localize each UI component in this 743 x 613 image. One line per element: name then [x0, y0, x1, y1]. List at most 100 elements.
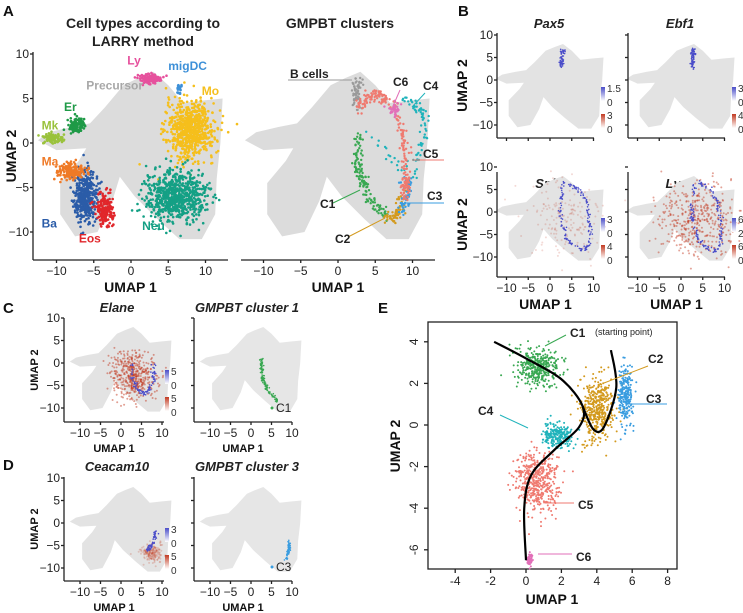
data-point — [150, 211, 153, 214]
colorbar-label: 3 — [738, 84, 743, 95]
data-point — [211, 201, 215, 204]
data-point — [405, 129, 408, 132]
colorbar-label: 0 — [607, 256, 613, 267]
data-point — [405, 96, 408, 99]
data-point — [572, 222, 575, 224]
data-point — [178, 174, 182, 178]
data-point — [190, 169, 193, 172]
data-point — [560, 57, 563, 59]
data-point — [192, 206, 196, 210]
data-point — [691, 205, 694, 207]
data-point — [192, 138, 195, 141]
data-point — [415, 153, 418, 157]
data-point — [719, 245, 721, 247]
data-point — [147, 191, 150, 195]
data-point — [689, 219, 692, 222]
data-point — [197, 115, 200, 118]
data-point — [589, 224, 591, 227]
data-point — [575, 186, 577, 189]
data-point — [132, 385, 135, 388]
data-point — [691, 217, 694, 219]
data-point — [220, 128, 223, 132]
data-point — [181, 124, 185, 128]
data-point — [665, 204, 667, 207]
data-point — [177, 215, 181, 219]
data-point — [402, 213, 405, 217]
data-point — [691, 56, 693, 58]
data-point — [687, 200, 690, 203]
data-point — [373, 197, 376, 200]
data-point — [402, 203, 406, 206]
data-point — [71, 121, 75, 124]
data-point — [135, 356, 138, 359]
data-point — [362, 193, 365, 196]
data-point — [81, 231, 85, 235]
data-point — [177, 158, 181, 162]
data-point — [698, 224, 701, 227]
data-point — [187, 181, 191, 185]
data-point — [188, 223, 192, 226]
data-point — [406, 191, 410, 195]
data-point — [181, 194, 184, 198]
data-point — [157, 186, 161, 189]
data-point — [691, 229, 694, 232]
data-point — [550, 232, 553, 235]
data-point — [363, 105, 367, 108]
data-point — [105, 225, 109, 228]
data-point — [179, 102, 183, 106]
data-point — [370, 136, 373, 139]
data-point — [698, 182, 700, 185]
data-point — [99, 222, 102, 226]
colorbar-label: 6 — [738, 215, 743, 226]
data-point — [123, 360, 126, 363]
data-point — [133, 358, 136, 361]
x-tick-label: −5 — [94, 426, 108, 440]
data-point — [78, 197, 82, 200]
x-tick-label: 10 — [199, 264, 213, 278]
data-point — [375, 89, 378, 93]
data-point — [679, 199, 682, 202]
data-point — [129, 391, 132, 394]
data-point — [705, 245, 707, 247]
data-point — [549, 170, 552, 173]
data-point — [677, 206, 680, 209]
data-point — [691, 221, 693, 224]
data-point — [683, 224, 686, 227]
data-point — [190, 190, 194, 193]
data-point — [591, 233, 594, 235]
data-point — [67, 164, 70, 168]
data-point — [66, 172, 69, 176]
data-point — [171, 127, 175, 130]
data-point — [408, 177, 411, 180]
data-point — [556, 248, 559, 251]
data-point — [203, 191, 206, 194]
label-C2: C2 — [335, 232, 351, 246]
data-point — [140, 383, 143, 386]
data-point — [560, 51, 562, 54]
data-point — [624, 199, 627, 202]
data-point — [181, 203, 185, 206]
data-point — [148, 205, 152, 208]
label-migDC: migDC — [168, 59, 207, 73]
data-point — [180, 99, 183, 103]
data-point — [721, 223, 724, 226]
data-point — [170, 201, 173, 204]
data-point — [120, 352, 123, 355]
data-point — [662, 242, 665, 245]
data-point — [561, 198, 563, 200]
data-point — [703, 218, 706, 221]
group-Ma — [53, 158, 91, 184]
data-point — [72, 200, 75, 204]
data-point — [195, 213, 198, 216]
data-point — [183, 137, 186, 140]
data-point — [564, 219, 567, 222]
data-point — [601, 214, 604, 217]
data-point — [587, 203, 590, 206]
data-point — [698, 245, 701, 248]
data-point — [191, 193, 194, 196]
data-point — [553, 203, 556, 206]
data-point — [571, 252, 574, 255]
colorbar-label: 3 — [607, 111, 613, 122]
data-point — [358, 178, 361, 181]
